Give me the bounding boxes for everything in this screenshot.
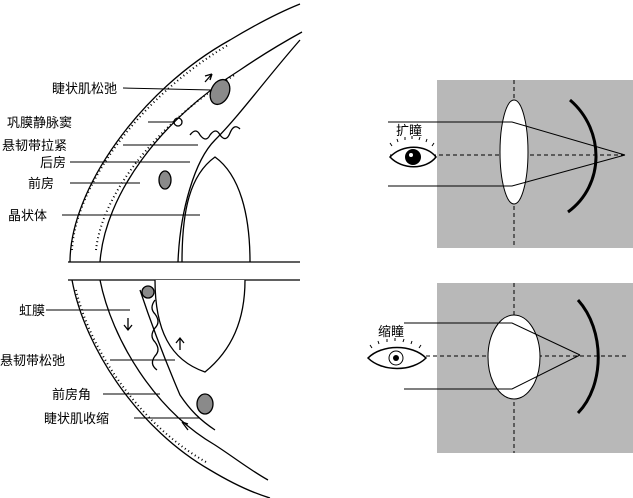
- label-group: [46, 87, 213, 419]
- label-texts: 睫状肌松弛 巩膜静脉窦 悬韧带拉紧 后房 前房 晶状体 虹膜 悬韧带松弛 前房角…: [0, 82, 117, 427]
- bottom-sclera-shade: [75, 289, 207, 463]
- top-schlemm-canal: [173, 117, 183, 127]
- constrict-eye-icon: [366, 338, 428, 370]
- bottom-iris-oval: [141, 285, 155, 299]
- constrict-ray-top: [404, 322, 581, 356]
- constrict-ray-bottom: [404, 354, 581, 390]
- dilate-label: 扩瞳: [396, 124, 422, 139]
- label-chamber-angle: 前房角: [52, 387, 91, 403]
- top-posterior-oval: [158, 170, 172, 190]
- constrict-label: 缩瞳: [378, 324, 404, 340]
- top-eye-section: [68, 3, 303, 263]
- label-ciliary-relax: 睫状肌松弛: [52, 82, 117, 97]
- bottom-iris: [139, 289, 216, 431]
- top-ciliary-muscle: [209, 78, 231, 106]
- top-lens: [181, 156, 251, 263]
- top-sclera-shade: [71, 44, 229, 251]
- leader-ciliary-relax: [122, 87, 213, 91]
- constrict-panel: 缩瞳: [366, 283, 633, 453]
- bottom-eye-section: [68, 279, 300, 498]
- bottom-lens: [154, 279, 246, 373]
- label-ciliary-contract: 睫状肌收缩: [44, 411, 109, 427]
- constrict-retina: [576, 298, 600, 415]
- bottom-cornea-inner: [99, 279, 269, 481]
- label-zonule-tight: 悬韧带拉紧: [2, 139, 67, 154]
- dilate-retina: [567, 98, 598, 214]
- label-posterior-chamber: 后房: [40, 155, 66, 171]
- top-zonule: [189, 126, 241, 140]
- dilate-panel-bg: [437, 80, 633, 248]
- bottom-arrow-2: [175, 336, 185, 350]
- top-sclera-outer: [69, 3, 301, 263]
- label-schlemm: 巩膜静脉窦: [7, 116, 72, 131]
- bottom-arrow-1: [123, 318, 133, 332]
- label-zonule-slack: 悬韧带松弛: [0, 354, 65, 369]
- dilate-ray-top: [388, 121, 626, 156]
- bottom-arrow-3: [181, 421, 189, 431]
- constrict-lens: [487, 314, 541, 400]
- label-lens: 晶状体: [8, 209, 47, 224]
- dilate-eye-icon: [388, 136, 437, 168]
- dilate-lens: [499, 99, 529, 205]
- bottom-sclera-outer: [71, 279, 271, 498]
- label-iris: 虹膜: [19, 304, 45, 319]
- label-anterior-chamber: 前房: [28, 176, 54, 192]
- top-inner-wall: [177, 39, 301, 263]
- dilate-panel: 扩瞳: [388, 80, 633, 248]
- dilate-ray-bottom: [388, 154, 626, 187]
- bottom-ciliary-muscle: [196, 393, 214, 415]
- bottom-zonule: [151, 299, 159, 371]
- top-cornea-inner: [99, 31, 303, 263]
- top-arrow: [204, 73, 213, 83]
- top-cornea-shade: [95, 73, 237, 251]
